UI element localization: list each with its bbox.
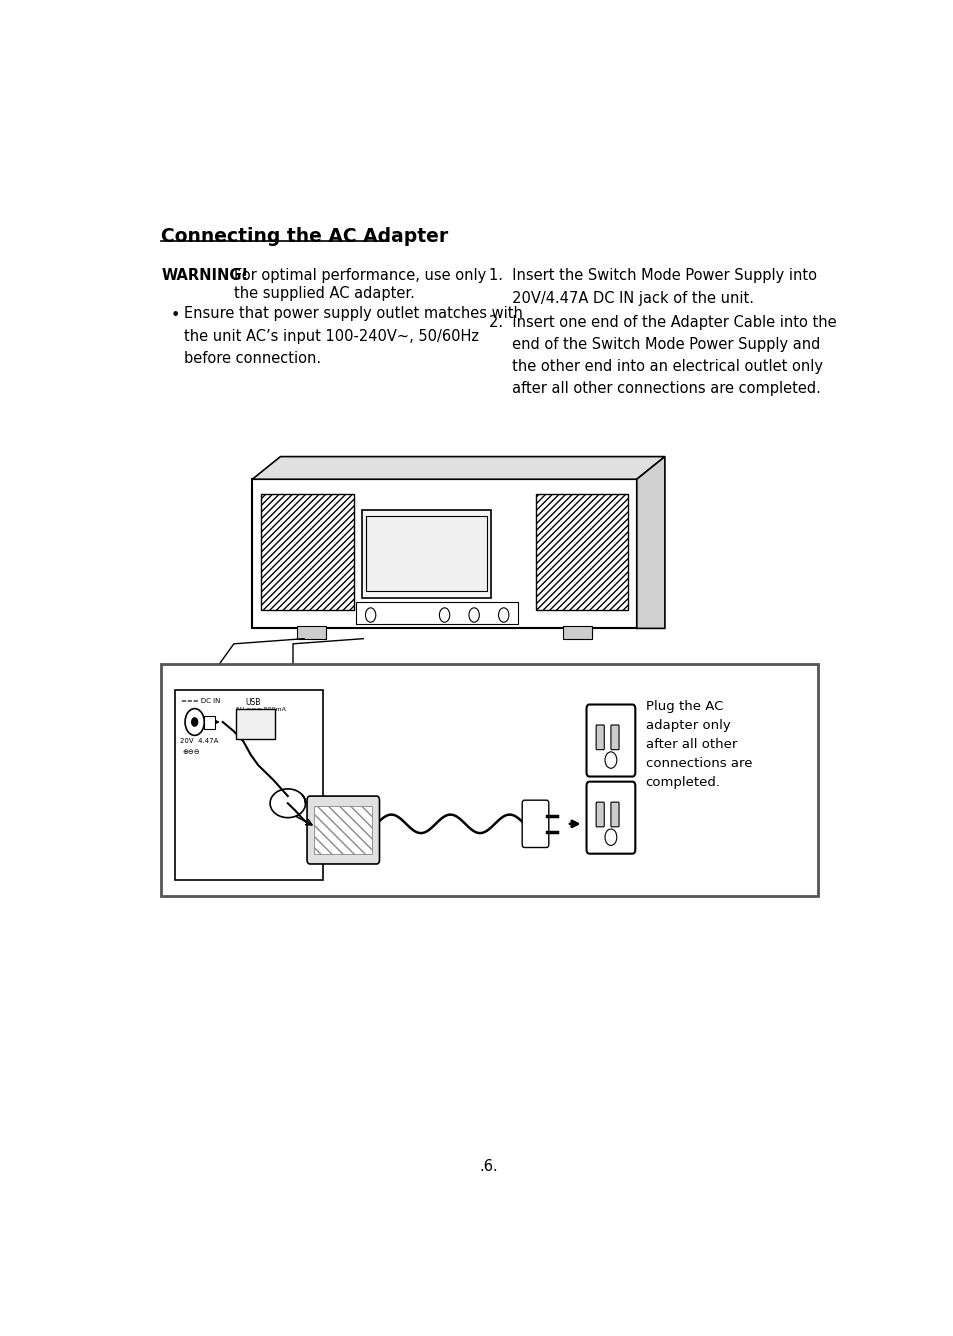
Bar bbox=[296, 627, 326, 639]
FancyBboxPatch shape bbox=[586, 704, 635, 776]
Bar bbox=[366, 516, 486, 592]
Text: Plug the AC
adapter only
after all other
connections are
completed.: Plug the AC adapter only after all other… bbox=[645, 700, 751, 790]
Bar bbox=[261, 493, 354, 609]
FancyBboxPatch shape bbox=[610, 802, 618, 827]
FancyBboxPatch shape bbox=[610, 725, 618, 749]
Text: USB: USB bbox=[245, 699, 260, 707]
Bar bbox=[361, 510, 491, 597]
FancyBboxPatch shape bbox=[596, 725, 603, 749]
Bar bbox=[235, 708, 274, 740]
Polygon shape bbox=[637, 457, 664, 628]
Text: ⊕⊖⊖: ⊕⊖⊖ bbox=[183, 748, 200, 755]
Text: Ensure that power supply outlet matches with
the unit AC’s input 100-240V~, 50/6: Ensure that power supply outlet matches … bbox=[183, 306, 522, 366]
FancyBboxPatch shape bbox=[307, 796, 379, 864]
FancyBboxPatch shape bbox=[596, 802, 603, 827]
Text: WARNING!: WARNING! bbox=[161, 269, 249, 283]
Text: For optimal performance, use only
the supplied AC adapter.: For optimal performance, use only the su… bbox=[233, 269, 486, 301]
Bar bbox=[355, 601, 518, 624]
Bar bbox=[174, 691, 322, 880]
Text: 1.  Insert the Switch Mode Power Supply into
     20V/4.47A DC IN jack of the un: 1. Insert the Switch Mode Power Supply i… bbox=[488, 269, 816, 306]
Bar bbox=[161, 664, 817, 896]
Polygon shape bbox=[252, 457, 664, 480]
Bar bbox=[562, 627, 592, 639]
Bar bbox=[314, 807, 372, 854]
Circle shape bbox=[192, 717, 197, 727]
Bar bbox=[203, 716, 215, 729]
Text: .6.: .6. bbox=[479, 1158, 497, 1174]
Bar bbox=[252, 480, 637, 628]
Text: 20V  4.47A: 20V 4.47A bbox=[180, 739, 218, 744]
Text: === DC IN: === DC IN bbox=[180, 699, 220, 704]
FancyBboxPatch shape bbox=[521, 800, 548, 847]
Text: Connecting the AC Adapter: Connecting the AC Adapter bbox=[161, 227, 448, 246]
FancyBboxPatch shape bbox=[586, 782, 635, 854]
Text: 5V === 500mA: 5V === 500mA bbox=[235, 707, 286, 712]
Bar bbox=[535, 493, 627, 609]
Text: •: • bbox=[170, 309, 179, 323]
Text: 2.  Insert one end of the Adapter Cable into the
     end of the Switch Mode Pow: 2. Insert one end of the Adapter Cable i… bbox=[488, 314, 836, 397]
